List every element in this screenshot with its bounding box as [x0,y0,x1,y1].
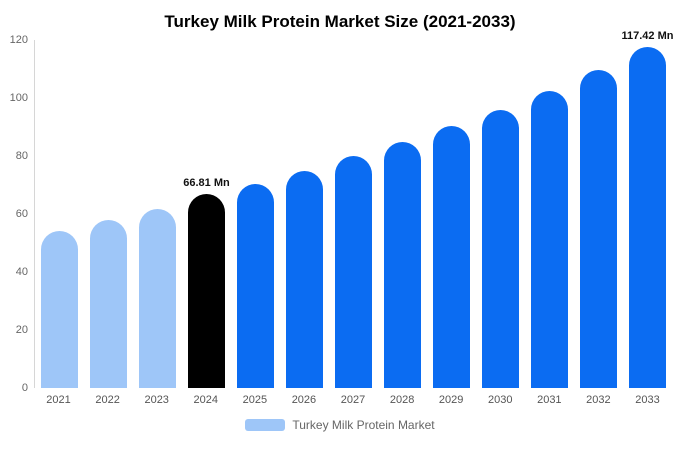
bar-2026 [286,170,323,388]
bar-slot [84,40,133,388]
y-tick-label: 40 [15,266,28,278]
bar-slot [378,40,427,388]
bar-slot [35,40,84,388]
bar-slot [427,40,476,388]
bar-2027 [335,156,372,388]
bar-slot [329,40,378,388]
x-tick-label: 2028 [389,394,415,406]
x-tick-label: 2024 [193,394,219,406]
bar-slot [574,40,623,388]
chart-title: Turkey Milk Protein Market Size (2021-20… [164,12,516,31]
x-tick-label: 2031 [537,394,562,406]
bar-2030 [482,109,519,388]
x-tick-label: 2030 [488,394,513,406]
x-tick-label: 2029 [438,394,464,406]
x-tick-label: 2022 [95,394,120,406]
bar-value-label: 117.42 Mn [621,30,674,43]
bar-slot: 117.42 Mn [622,30,673,388]
y-tick-label: 80 [15,150,28,162]
bar-2032 [580,70,617,388]
bar-2028 [384,141,421,388]
bar-slot [476,40,525,388]
bar-2021 [41,231,78,388]
bar-slot [525,40,574,388]
bar-slot [133,40,182,388]
x-tick-label: 2033 [635,394,660,406]
bar-2022 [90,219,127,388]
x-tick-label: 2021 [46,394,71,406]
bar-value-label: 66.81 Mn [183,177,230,190]
x-tick-label: 2027 [340,394,366,406]
y-tick-label: 120 [9,34,28,46]
bar-slot: 66.81 Mn [182,40,231,388]
chart-body: 0 20 40 60 80 100 120 66.81 Mn 117.42 Mn [0,30,674,394]
y-axis: 0 20 40 60 80 100 120 [0,34,34,394]
bar-2033 [629,47,666,388]
x-tick-label: 2032 [586,394,611,406]
x-tick-label: 2023 [144,394,169,406]
legend-swatch-icon[interactable] [245,419,286,431]
chart-legend: Turkey Milk Protein Market [0,418,680,432]
bar-2029 [433,125,470,388]
bar-slot [231,40,280,388]
y-tick-label: 60 [15,208,28,220]
bar-2031 [531,90,568,388]
y-tick-label: 100 [9,92,28,104]
y-tick-label: 20 [15,324,28,336]
x-tick-label: 2025 [242,394,268,406]
bar-2023 [139,208,176,388]
bar-2024 [188,194,225,388]
bar-slot [280,40,329,388]
legend-label[interactable]: Turkey Milk Protein Market [292,418,435,432]
y-tick-label: 0 [21,382,28,394]
bar-2025 [237,183,274,388]
x-tick-label: 2026 [291,394,317,406]
plot-area: 66.81 Mn 117.42 Mn [34,30,673,388]
x-axis: 2021 2022 2023 2024 2025 2026 2027 2028 2029 2030… [34,394,672,406]
